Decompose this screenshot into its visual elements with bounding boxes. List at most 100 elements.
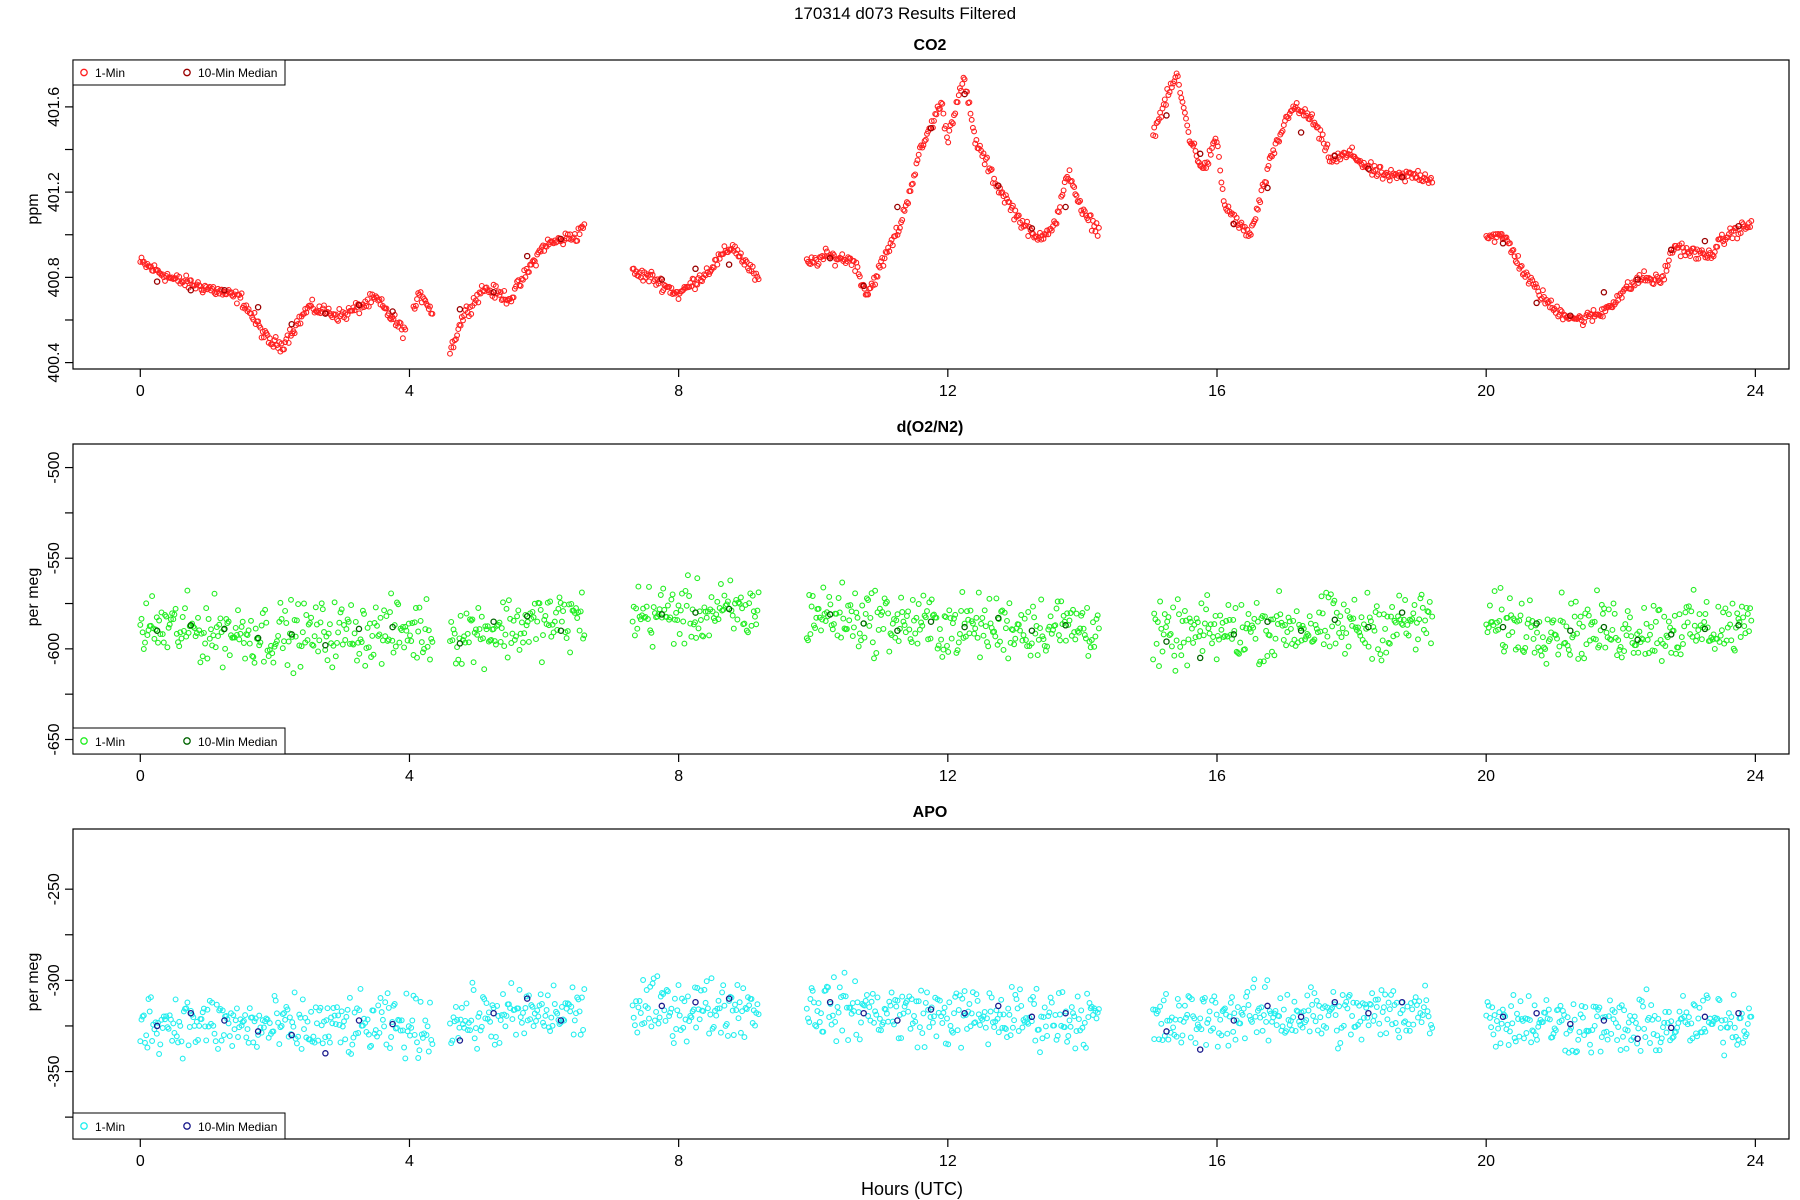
- point-1-min: [1212, 135, 1219, 142]
- point-1-min: [1549, 1034, 1556, 1041]
- point-1-min: [1382, 991, 1389, 998]
- point-1-min: [947, 1022, 954, 1029]
- point-1-min: [286, 1014, 293, 1021]
- point-1-min: [477, 1027, 484, 1034]
- point-1-min: [236, 636, 243, 643]
- point-1-min: [538, 659, 545, 666]
- point-1-min: [1379, 175, 1386, 182]
- point-1-min: [335, 317, 342, 324]
- point-1-min: [933, 1033, 940, 1040]
- point-1-min: [635, 583, 642, 590]
- point-1-min: [391, 1001, 398, 1007]
- point-1-min: [1688, 608, 1695, 615]
- point-1-min: [1035, 1026, 1042, 1033]
- point-1-min: [1085, 652, 1092, 659]
- point-1-min: [394, 1024, 400, 1031]
- point-1-min: [1302, 636, 1308, 643]
- point-1-min: [874, 994, 881, 1001]
- point-1-min: [961, 620, 968, 627]
- point-1-min: [656, 1014, 663, 1021]
- point-1-min: [1327, 1006, 1334, 1013]
- point-1-min: [1094, 1009, 1101, 1016]
- point-1-min: [237, 630, 244, 637]
- point-1-min: [1656, 279, 1663, 286]
- point-1-min: [1369, 990, 1376, 997]
- point-1-min: [1597, 627, 1604, 634]
- point-1-min: [959, 80, 966, 87]
- point-1-min: [366, 1044, 373, 1050]
- point-1-min: [1647, 1040, 1653, 1046]
- point-1-min: [1095, 625, 1102, 632]
- point-1-min: [1093, 1015, 1100, 1022]
- point-1-min: [1159, 648, 1166, 655]
- point-1-min: [644, 1005, 651, 1012]
- point-1-min: [1598, 1034, 1605, 1041]
- point-1-min: [387, 1045, 393, 1052]
- point-1-min: [144, 1044, 151, 1051]
- point-1-min: [450, 344, 457, 351]
- point-1-min: [893, 617, 900, 624]
- point-1-min: [856, 273, 863, 280]
- point-1-min: [1406, 616, 1413, 623]
- point-1-min: [396, 639, 403, 646]
- point-1-min: [1715, 995, 1722, 1002]
- point-1-min: [216, 621, 223, 628]
- point-1-min: [1322, 627, 1328, 634]
- point-1-min: [907, 636, 914, 643]
- point-10-min-median: [187, 1009, 195, 1017]
- point-1-min: [1237, 1020, 1244, 1027]
- point-1-min: [1668, 649, 1675, 656]
- point-1-min: [250, 1039, 257, 1046]
- point-1-min: [1672, 650, 1679, 657]
- point-1-min: [521, 1030, 528, 1037]
- point-1-min: [1534, 1036, 1540, 1043]
- point-1-min: [954, 99, 961, 106]
- legend: 1-Min 10-Min Median: [72, 727, 286, 755]
- point-1-min: [807, 631, 814, 638]
- point-1-min: [304, 1018, 311, 1025]
- point-1-min: [1627, 614, 1633, 621]
- point-1-min: [1170, 1024, 1177, 1031]
- point-1-min: [966, 630, 973, 637]
- point-10-min-median: [1196, 654, 1204, 662]
- point-1-min: [1628, 633, 1635, 640]
- point-1-min: [1226, 1013, 1233, 1020]
- point-1-min: [500, 599, 506, 606]
- point-10-min-median: [288, 320, 295, 328]
- point-1-min: [1589, 619, 1596, 626]
- point-1-min: [1156, 663, 1162, 670]
- point-1-min: [1322, 147, 1328, 154]
- point-1-min: [1329, 623, 1336, 630]
- point-1-min: [629, 618, 636, 625]
- point-1-min: [297, 663, 304, 670]
- point-1-min: [356, 1007, 363, 1014]
- x-tick-label: 4: [405, 383, 414, 400]
- point-1-min: [1310, 1013, 1317, 1019]
- point-1-min: [1220, 634, 1227, 641]
- point-1-min: [1744, 1020, 1751, 1027]
- point-1-min: [850, 624, 857, 631]
- point-1-min: [1357, 632, 1364, 639]
- point-1-min: [505, 597, 512, 604]
- point-1-min: [646, 1015, 652, 1022]
- point-1-min: [206, 635, 213, 642]
- point-1-min: [1632, 1020, 1639, 1026]
- point-1-min: [1190, 639, 1197, 646]
- point-1-min: [1067, 1023, 1074, 1030]
- point-1-min: [198, 1016, 205, 1023]
- point-1-min: [1207, 151, 1214, 158]
- point-1-min: [1296, 621, 1303, 628]
- point-1-min: [1290, 1014, 1297, 1021]
- point-1-min: [1214, 632, 1221, 639]
- point-1-min: [745, 629, 751, 636]
- point-1-min: [1554, 635, 1560, 642]
- point-1-min: [1506, 1028, 1513, 1035]
- point-1-min: [903, 998, 910, 1004]
- point-1-min: [1024, 643, 1031, 650]
- point-1-min: [1556, 643, 1563, 650]
- point-1-min: [1192, 634, 1199, 641]
- legend-marker-1-min: [80, 737, 88, 745]
- point-1-min: [229, 1043, 236, 1049]
- point-1-min: [1544, 616, 1551, 623]
- point-1-min: [924, 608, 930, 615]
